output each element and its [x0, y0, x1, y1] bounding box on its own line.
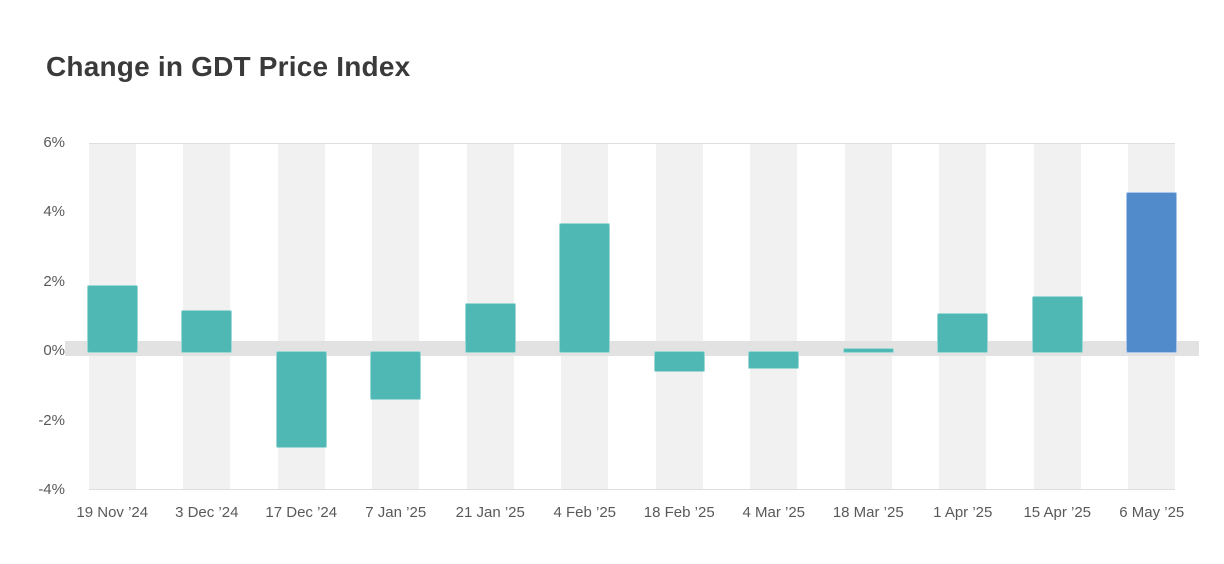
- x-axis-label: 3 Dec ’24: [175, 504, 239, 521]
- x-axis-label: 6 May ’25: [1119, 504, 1185, 521]
- y-axis-label: 0%: [43, 342, 65, 360]
- plot-area: [65, 143, 1199, 490]
- bar-1-Apr--25[interactable]: [937, 313, 989, 354]
- bar-18-Mar--25[interactable]: [842, 347, 894, 354]
- x-axis-label: 18 Feb ’25: [643, 504, 715, 521]
- category-band: [372, 143, 420, 490]
- category-band: [750, 143, 798, 490]
- plot-top-border: [89, 143, 1175, 144]
- bar-15-Apr--25[interactable]: [1031, 295, 1083, 354]
- x-axis-label: 4 Mar ’25: [742, 504, 806, 521]
- bar-21-Jan--25[interactable]: [464, 302, 516, 354]
- bar-4-Feb--25[interactable]: [559, 222, 611, 354]
- x-axis-label: 7 Jan ’25: [365, 504, 427, 521]
- x-axis-label: 1 Apr ’25: [933, 504, 993, 521]
- x-axis-label: 21 Jan ’25: [455, 504, 525, 521]
- x-axis-line: [89, 489, 1175, 490]
- x-axis-label: 15 Apr ’25: [1023, 504, 1092, 521]
- bar-18-Feb--25[interactable]: [653, 351, 705, 372]
- category-band: [655, 143, 703, 490]
- y-axis-label: 6%: [43, 134, 65, 151]
- x-axis-label: 4 Feb ’25: [553, 504, 617, 521]
- bar-3-Dec--24[interactable]: [181, 309, 233, 354]
- chart-title: Change in GDT Price Index: [46, 51, 411, 82]
- y-axis-label: 4%: [43, 203, 65, 221]
- y-axis-label: -4%: [38, 481, 65, 498]
- bar-19-Nov--24[interactable]: [86, 285, 138, 354]
- x-axis-label: 18 Mar ’25: [832, 504, 904, 521]
- category-band: [844, 143, 892, 490]
- bar-17-Dec--24[interactable]: [275, 351, 327, 449]
- bar-7-Jan--25[interactable]: [370, 351, 422, 400]
- bar-6-May--25[interactable]: [1126, 191, 1178, 354]
- y-axis-label: -2%: [38, 411, 65, 429]
- y-axis-label: 2%: [43, 272, 65, 290]
- zero-line-band: [65, 341, 1199, 357]
- x-axis-label: 19 Nov ’24: [76, 504, 149, 521]
- bar-4-Mar--25[interactable]: [748, 351, 800, 369]
- x-axis-label: 17 Dec ’24: [265, 504, 338, 521]
